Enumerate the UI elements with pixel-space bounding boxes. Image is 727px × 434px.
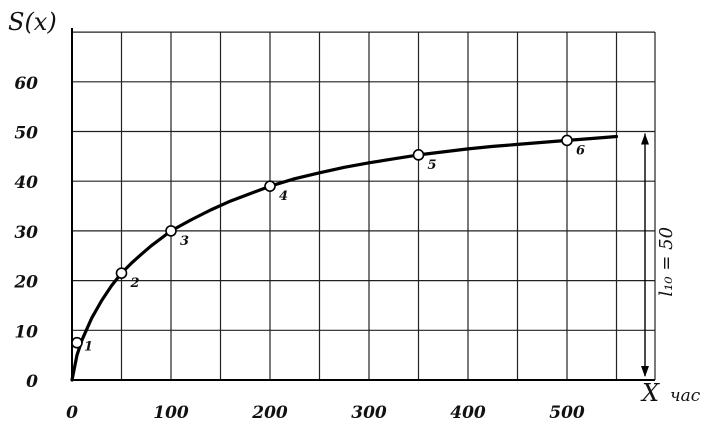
data-point-label: 4: [279, 189, 288, 204]
data-point-label: 1: [84, 340, 93, 355]
data-point: [71, 336, 83, 349]
arrowhead-down: [641, 366, 649, 377]
x-axis-title: X: [640, 379, 660, 407]
data-point-label: 6: [576, 143, 585, 158]
points-layer: 1 2 3 4 5 6: [71, 134, 585, 355]
data-point-label: 5: [428, 158, 437, 173]
y-tick-label: 40: [14, 173, 38, 193]
grid: [71, 28, 656, 381]
data-point: [412, 149, 425, 161]
x-tick-label: 400: [450, 403, 486, 423]
x-tick-label: 500: [549, 403, 585, 423]
curve-layer: [70, 134, 619, 382]
data-point: [165, 225, 177, 237]
y-tick-label: 20: [13, 273, 38, 293]
data-point-label: 2: [130, 276, 140, 291]
tick-labels: 0 100 200 300 400 500 0 10 20 30 40 50 60: [13, 74, 585, 423]
y-tick-label: 10: [14, 322, 38, 342]
asymptote-label: l₁₀ = 50: [656, 227, 677, 297]
x-tick-label: 100: [153, 403, 189, 423]
x-axis-unit: час: [670, 386, 701, 406]
data-point: [561, 134, 573, 147]
y-axis-title: S(x): [8, 8, 57, 36]
series-line: [70, 134, 619, 382]
x-tick-label: 300: [351, 403, 387, 423]
y-tick-label: 60: [14, 74, 38, 94]
data-point: [115, 267, 128, 279]
x-tick-label: 0: [66, 403, 78, 423]
y-tick-label: 30: [14, 223, 38, 243]
x-tick-label: 200: [251, 403, 288, 423]
arrowhead-up: [641, 133, 649, 145]
data-point: [264, 180, 276, 192]
y-tick-label: 50: [14, 124, 38, 144]
data-point-label: 3: [180, 234, 189, 249]
annotations: l₁₀ = 50: [641, 133, 677, 377]
y-tick-label: 0: [26, 372, 38, 392]
